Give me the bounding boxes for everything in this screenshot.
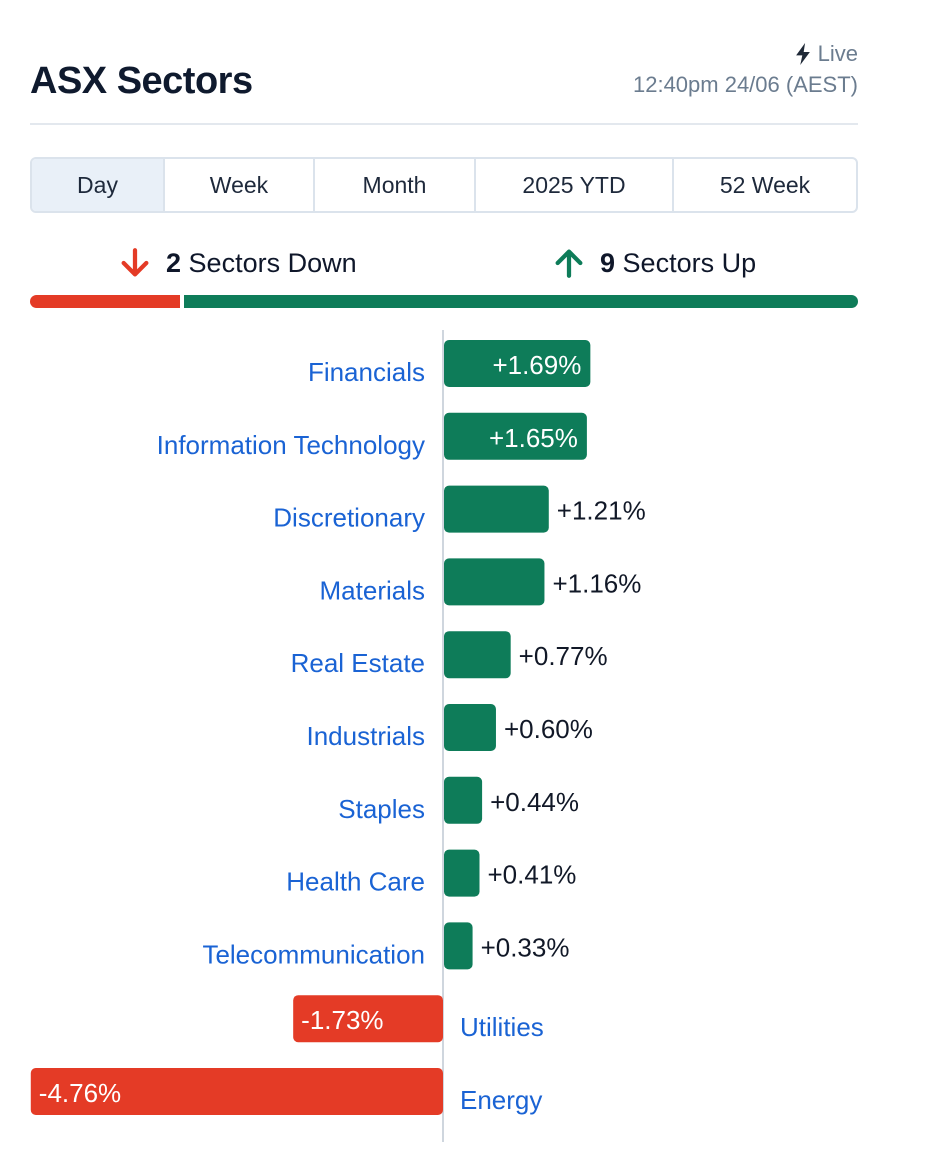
breadth-up-segment <box>184 295 858 308</box>
bar-utilities <box>293 995 443 1043</box>
period-tabs: Day Week Month 2025 YTD 52 Week <box>30 157 858 213</box>
live-label: Live <box>817 41 858 66</box>
bar-financials <box>444 340 591 387</box>
value-label: +0.44% <box>490 787 579 817</box>
sector-label[interactable]: Materials <box>320 575 425 605</box>
sector-bar-chart: Financials +1.69% Information Technology +1… <box>30 330 646 1142</box>
bar-staples <box>444 776 483 824</box>
timestamp: 12:40pm 24/06 (AEST) <box>632 72 858 97</box>
header-divider <box>30 123 858 125</box>
sector-label[interactable]: Financials <box>308 357 425 387</box>
bar-real-estate <box>444 631 511 679</box>
bar-discretionary <box>444 485 549 533</box>
value-label: +1.69% <box>492 350 581 380</box>
lightning-icon <box>795 43 810 65</box>
up-label: Sectors Up <box>622 247 757 278</box>
down-count: 2 <box>166 247 182 278</box>
tab-52-week[interactable]: 52 Week <box>719 171 811 198</box>
live-indicator: Live <box>794 41 858 67</box>
bar-energy <box>30 1068 444 1115</box>
tab-2025-ytd[interactable]: 2025 YTD <box>476 159 674 211</box>
sector-label[interactable]: Utilities <box>460 1012 544 1042</box>
tab-week[interactable]: Week <box>165 159 315 211</box>
value-label: +1.21% <box>557 496 646 526</box>
sector-label[interactable]: Energy <box>460 1085 542 1115</box>
bar-industrials <box>444 704 496 751</box>
sector-label[interactable]: Real Estate <box>291 648 425 678</box>
value-label: +1.16% <box>552 568 641 598</box>
up-count: 9 <box>600 247 616 278</box>
tab-month[interactable]: Month <box>315 159 476 211</box>
value-label: +0.33% <box>481 932 570 962</box>
value-label: -1.73% <box>301 1005 383 1035</box>
sectors-up-summary: 9 Sectors Up <box>552 246 756 280</box>
tab-day[interactable]: Day <box>32 159 165 211</box>
sector-label[interactable]: Information Technology <box>157 430 425 460</box>
page-title: ASX Sectors <box>30 60 253 102</box>
sectors-down-summary: 2 Sectors Down <box>118 246 357 280</box>
sector-label[interactable]: Telecommunication <box>202 939 425 969</box>
value-label: +0.41% <box>488 860 577 890</box>
sector-label[interactable]: Staples <box>338 794 425 824</box>
sector-label[interactable]: Discretionary <box>273 503 425 533</box>
value-label: +1.65% <box>489 423 578 453</box>
breadth-bar <box>30 295 858 308</box>
value-label: -4.76% <box>39 1078 121 1108</box>
bar-information-technology <box>444 412 587 460</box>
value-label: +0.77% <box>519 641 608 671</box>
bar-health-care <box>444 849 480 897</box>
value-label: +0.60% <box>504 714 593 744</box>
breadth-down-segment <box>30 295 180 308</box>
down-label: Sectors Down <box>188 247 357 278</box>
bar-materials <box>444 558 545 606</box>
bar-telecommunication <box>444 922 473 970</box>
sector-label[interactable]: Health Care <box>286 867 425 897</box>
sector-label[interactable]: Industrials <box>307 721 426 751</box>
arrow-up-icon <box>555 249 583 278</box>
arrow-down-icon <box>121 248 149 277</box>
